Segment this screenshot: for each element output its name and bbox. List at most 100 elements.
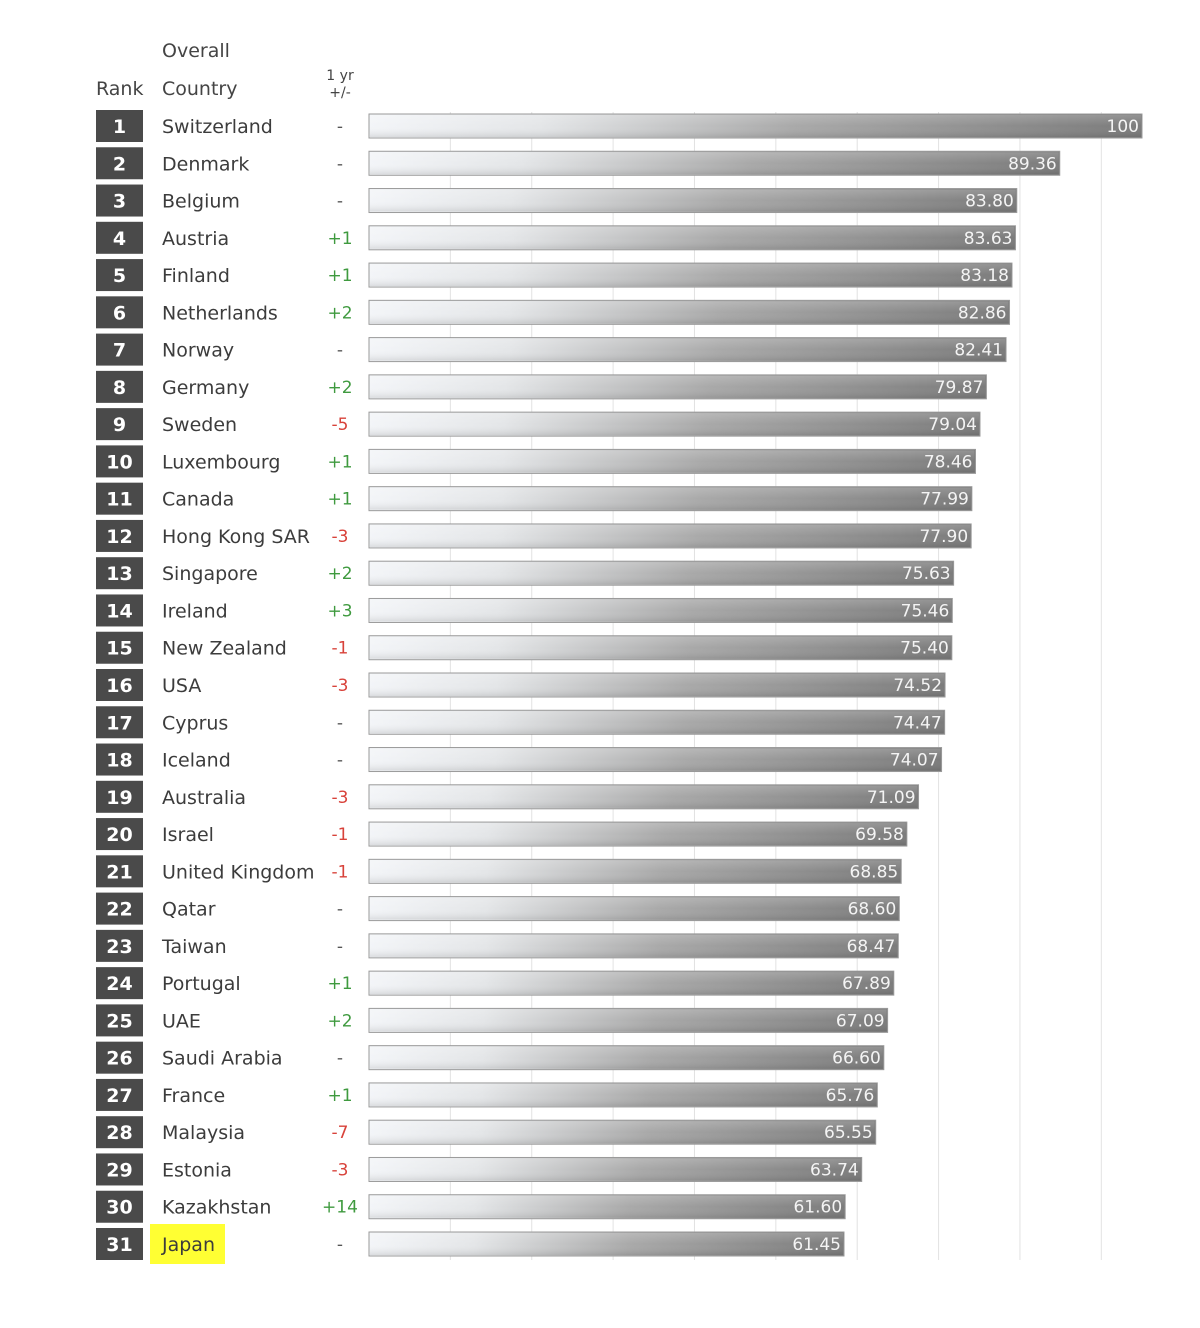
value-label: 74.47 <box>893 713 942 733</box>
rank-label: 28 <box>106 1122 132 1144</box>
bar-shade <box>370 711 944 734</box>
rank-box <box>96 221 143 254</box>
chart-row: 5 Finland +1 83.18 <box>96 259 1013 292</box>
rank-label: 31 <box>106 1234 132 1256</box>
value-label: 71.09 <box>867 788 916 808</box>
rank-box <box>96 184 143 217</box>
value-label: 67.89 <box>842 974 891 994</box>
country-label: Saudi Arabia <box>162 1048 283 1070</box>
chart-rows: 1 Switzerland - 100 2 Denmark - 89.36 3 Belgium - 8… <box>96 110 1143 1264</box>
rank-box <box>96 296 143 329</box>
rank-box <box>96 557 143 590</box>
bar-shade <box>370 189 1016 212</box>
rank-box <box>96 1004 143 1037</box>
country-label: Sweden <box>162 414 237 436</box>
country-highlight <box>150 1224 225 1264</box>
change-label: -3 <box>332 527 349 547</box>
value-label: 67.09 <box>836 1011 885 1031</box>
rank-box <box>96 1190 143 1223</box>
chart-row: 18 Iceland - 74.07 <box>96 743 943 776</box>
chart-row: 4 Austria +1 83.63 <box>96 221 1016 254</box>
country-label: Hong Kong SAR <box>162 526 310 548</box>
country-label: Austria <box>162 228 229 250</box>
value-label: 100 <box>1107 117 1139 137</box>
chart-row: 1 Switzerland - 100 <box>96 110 1143 142</box>
value-label: 65.76 <box>826 1086 875 1106</box>
value-label: 75.40 <box>900 639 949 659</box>
bar-shade <box>370 599 952 622</box>
country-label: Japan <box>161 1234 215 1256</box>
country-label: Israel <box>162 824 214 846</box>
change-label: +2 <box>327 378 352 398</box>
change-label: +1 <box>327 974 352 994</box>
change-label: -3 <box>332 676 349 696</box>
country-label: Estonia <box>162 1159 232 1181</box>
change-label: +1 <box>327 452 352 472</box>
bar-shade <box>370 636 951 659</box>
rank-label: 24 <box>106 973 132 995</box>
country-label: France <box>162 1085 225 1107</box>
value-label: 74.52 <box>893 676 942 696</box>
chart-row: 3 Belgium - 83.80 <box>96 184 1018 217</box>
rank-label: 9 <box>113 414 126 436</box>
country-label: Cyprus <box>162 712 228 734</box>
change-label: +2 <box>327 564 352 584</box>
change-label: +1 <box>327 1086 352 1106</box>
chart-row: 22 Qatar - 68.60 <box>96 892 900 925</box>
country-label: Belgium <box>162 191 240 213</box>
country-label: Switzerland <box>162 116 273 138</box>
change-label: +1 <box>327 490 352 510</box>
chart-row: 2 Denmark - 89.36 <box>96 147 1061 180</box>
rank-label: 15 <box>106 638 132 660</box>
value-label: 68.85 <box>850 862 899 882</box>
value-label: 68.60 <box>848 900 897 920</box>
change-label: - <box>337 117 343 137</box>
rank-box <box>96 929 143 962</box>
chart-row: 17 Cyprus - 74.47 <box>96 706 946 739</box>
country-label: Denmark <box>162 153 249 175</box>
header-rank: Rank <box>96 78 144 100</box>
value-label: 75.63 <box>902 564 951 584</box>
change-label: -5 <box>332 415 349 435</box>
bar-shade <box>370 823 906 846</box>
change-label: - <box>337 751 343 771</box>
rank-label: 6 <box>113 302 126 324</box>
bar-shade <box>370 264 1011 287</box>
change-label: -3 <box>332 788 349 808</box>
chart-row: 11 Canada +1 77.99 <box>96 482 973 515</box>
change-label: - <box>337 713 343 733</box>
country-label: Netherlands <box>162 302 278 324</box>
bar-shade <box>370 785 918 808</box>
rank-label: 17 <box>106 712 132 734</box>
rank-box <box>96 482 143 515</box>
rank-box <box>96 706 143 739</box>
rank-box <box>96 259 143 292</box>
chart-row: 24 Portugal +1 67.89 <box>96 967 895 1000</box>
chart-row: 30 Kazakhstan +14 61.60 <box>96 1190 846 1223</box>
value-label: 65.55 <box>824 1123 873 1143</box>
country-label: Canada <box>162 489 234 511</box>
chart-row: 6 Netherlands +2 82.86 <box>96 296 1011 329</box>
country-label: Australia <box>162 787 246 809</box>
country-label: New Zealand <box>162 638 287 660</box>
rank-label: 8 <box>113 377 126 399</box>
rank-label: 11 <box>106 489 132 511</box>
value-label: 89.36 <box>1008 154 1057 174</box>
value-label: 83.63 <box>964 229 1013 249</box>
chart-row: 16 USA -3 74.52 <box>96 669 946 701</box>
bar-shade <box>370 152 1059 175</box>
country-label: Ireland <box>162 600 228 622</box>
rank-label: 1 <box>113 116 126 138</box>
rank-label: 30 <box>106 1197 132 1219</box>
value-label: 66.60 <box>832 1049 881 1069</box>
country-label: Portugal <box>162 973 241 995</box>
value-label: 77.99 <box>920 490 969 510</box>
rank-box <box>96 333 143 366</box>
rank-box <box>96 370 143 403</box>
bar-shade <box>370 1009 887 1032</box>
bar-shade <box>370 413 979 436</box>
rank-label: 25 <box>106 1010 132 1032</box>
country-label: Iceland <box>162 750 231 772</box>
change-label: - <box>337 937 343 957</box>
bar-shade <box>370 1158 861 1181</box>
